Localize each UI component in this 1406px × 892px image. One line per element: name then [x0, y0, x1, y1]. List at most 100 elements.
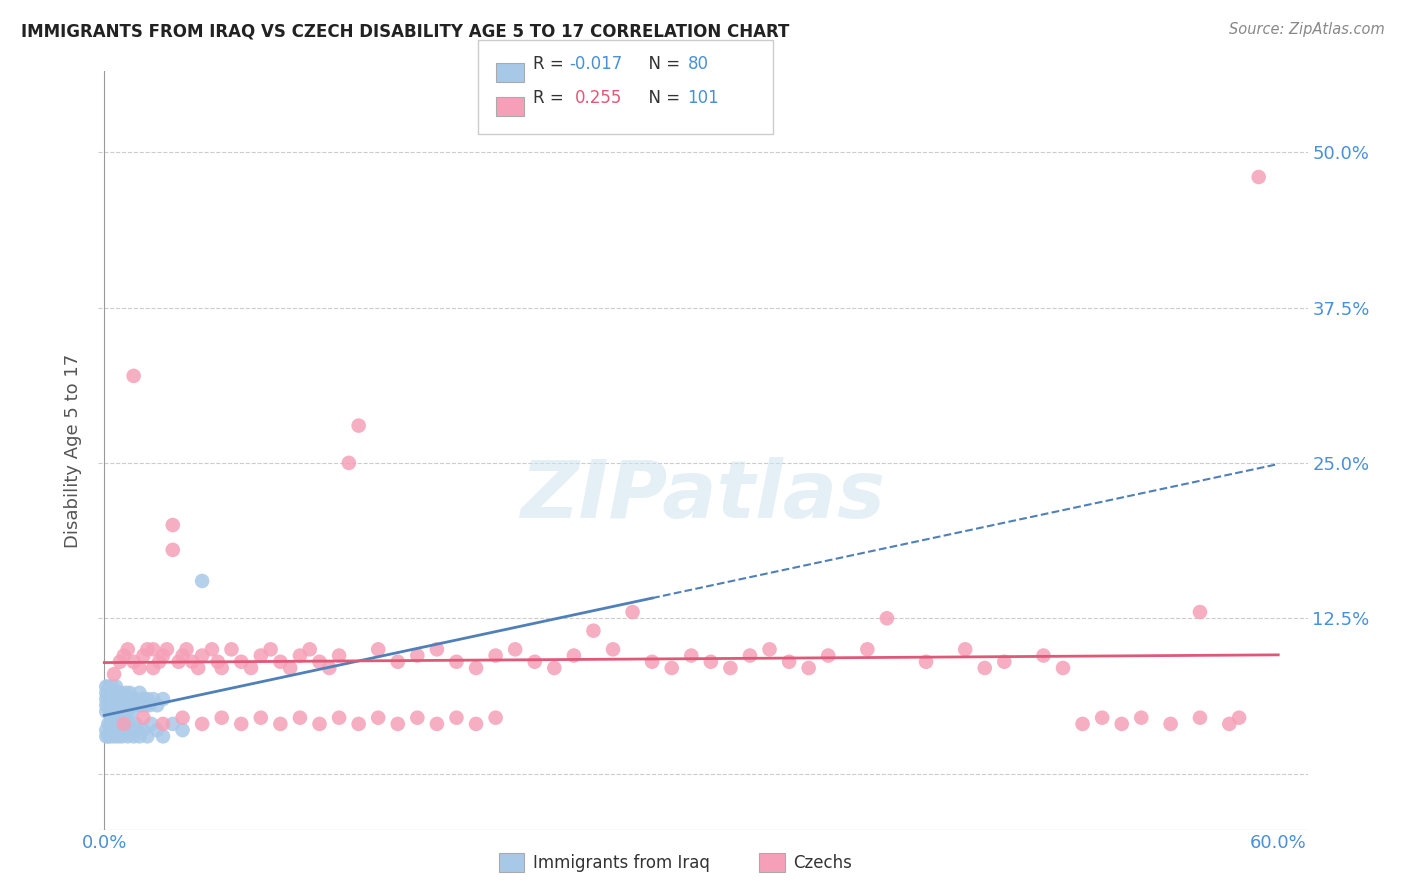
Point	[523, 655, 546, 669]
Point	[1188, 711, 1211, 725]
Point	[152, 717, 174, 731]
Point	[973, 661, 995, 675]
Text: Immigrants from Iraq: Immigrants from Iraq	[533, 854, 710, 871]
Point	[1160, 717, 1182, 731]
Text: 101: 101	[688, 89, 720, 107]
Point	[172, 711, 194, 725]
Point	[484, 648, 506, 663]
Point	[152, 729, 174, 743]
Point	[700, 655, 723, 669]
Point	[162, 518, 184, 533]
Point	[122, 368, 145, 383]
Point	[1218, 717, 1240, 731]
Point	[465, 717, 488, 731]
Point	[406, 711, 429, 725]
Point	[112, 705, 135, 719]
Point	[108, 711, 131, 725]
Point	[121, 705, 143, 719]
Point	[105, 680, 128, 694]
Point	[128, 661, 150, 675]
Point	[97, 680, 120, 694]
Text: -0.017: -0.017	[569, 55, 623, 73]
Point	[122, 729, 145, 743]
Point	[103, 667, 125, 681]
Text: 0.255: 0.255	[575, 89, 623, 107]
Point	[1052, 661, 1074, 675]
Point	[97, 729, 120, 743]
Point	[105, 692, 128, 706]
Point	[221, 642, 243, 657]
Point	[337, 456, 360, 470]
Point	[172, 648, 194, 663]
Point	[211, 661, 233, 675]
Point	[134, 698, 156, 713]
Point	[1188, 605, 1211, 619]
Point	[111, 692, 134, 706]
Point	[661, 661, 683, 675]
Point	[259, 642, 281, 657]
Point	[876, 611, 898, 625]
Point	[132, 711, 155, 725]
Point	[96, 692, 118, 706]
Point	[141, 717, 163, 731]
Point	[176, 642, 198, 657]
Point	[136, 692, 159, 706]
Point	[101, 692, 124, 706]
Point	[101, 723, 124, 738]
Point	[465, 661, 488, 675]
Point	[426, 717, 449, 731]
Point	[103, 717, 125, 731]
Point	[367, 642, 389, 657]
Point	[98, 705, 121, 719]
Point	[148, 655, 170, 669]
Point	[562, 648, 585, 663]
Point	[121, 723, 143, 738]
Text: IMMIGRANTS FROM IRAQ VS CZECH DISABILITY AGE 5 TO 17 CORRELATION CHART: IMMIGRANTS FROM IRAQ VS CZECH DISABILITY…	[21, 22, 789, 40]
Text: R =: R =	[533, 89, 574, 107]
Text: Czechs: Czechs	[793, 854, 852, 871]
Point	[132, 723, 155, 738]
Point	[856, 642, 879, 657]
Point	[132, 692, 155, 706]
Point	[107, 686, 129, 700]
Point	[127, 698, 149, 713]
Point	[108, 686, 131, 700]
Point	[278, 661, 301, 675]
Point	[105, 705, 128, 719]
Point	[582, 624, 605, 638]
Point	[387, 717, 409, 731]
Point	[367, 711, 389, 725]
Point	[191, 717, 214, 731]
Point	[718, 661, 741, 675]
Point	[231, 655, 253, 669]
Point	[103, 711, 125, 725]
Point	[97, 698, 120, 713]
Point	[124, 717, 146, 731]
Text: 80: 80	[688, 55, 709, 73]
Point	[308, 717, 330, 731]
Point	[446, 711, 468, 725]
Point	[118, 686, 141, 700]
Point	[681, 648, 703, 663]
Point	[136, 729, 159, 743]
Point	[231, 717, 253, 731]
Point	[96, 680, 118, 694]
Point	[122, 698, 145, 713]
Point	[118, 698, 141, 713]
Point	[181, 655, 204, 669]
Point	[124, 692, 146, 706]
Point	[328, 711, 350, 725]
Point	[426, 642, 449, 657]
Point	[103, 698, 125, 713]
Point	[107, 729, 129, 743]
Point	[114, 698, 136, 713]
Point	[347, 418, 370, 433]
Point	[111, 705, 134, 719]
Point	[288, 648, 311, 663]
Point	[1227, 711, 1250, 725]
Point	[446, 655, 468, 669]
Point	[101, 705, 124, 719]
Point	[1247, 169, 1270, 184]
Point	[778, 655, 800, 669]
Point	[114, 686, 136, 700]
